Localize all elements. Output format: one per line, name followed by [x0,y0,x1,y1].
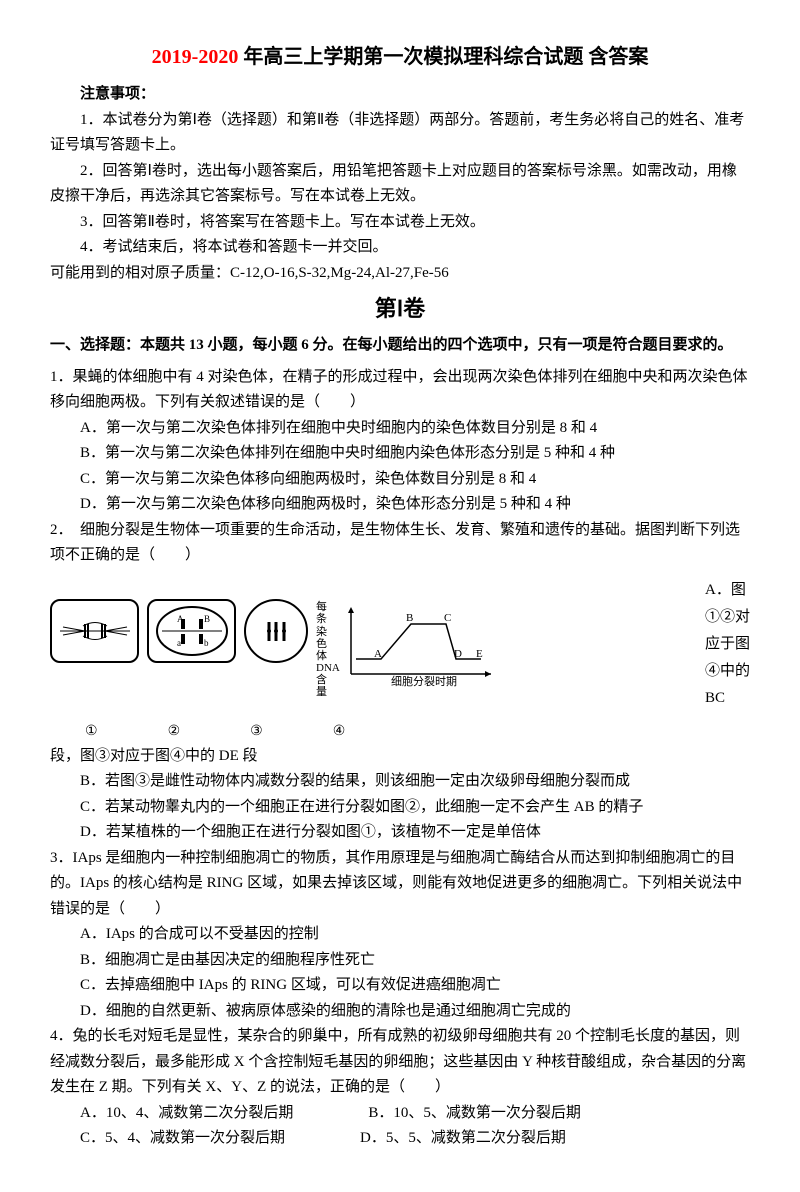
q1-opt-a: A．第一次与第二次染色体排列在细胞中央时细胞内的染色体数目分别是 8 和 4 [50,416,750,442]
q4-opt-b: B．10、5、减数第一次分裂后期 [338,1101,581,1127]
q4-stem: 4．兔的长毛对短毛是显性，某杂合的卵巢中，所有成熟的初级卵母细胞共有 20 个控… [50,1024,750,1101]
graph-point-c: C [444,612,451,624]
q2-opt-d: D．若某植株的一个细胞正在进行分裂如图①，该植物不一定是单倍体 [50,820,750,846]
atomic-mass: 可能用到的相对原子质量：C-12,O-16,S-32,Mg-24,Al-27,F… [50,261,750,287]
q3-opt-c: C．去掉癌细胞中 IAps 的 RING 区域，可以有效促进癌细胞凋亡 [50,973,750,999]
figure-labels: ① ② ③ ④ [85,720,750,744]
graph-point-a: A [374,648,382,660]
q3-opt-b: B．细胞凋亡是由基因决定的细胞程序性死亡 [50,948,750,974]
q4-opt-d: D．5、5、减数第二次分裂后期 [330,1126,566,1152]
fig-label-3: ③ [250,720,263,744]
graph-point-e: E [476,648,483,660]
graph-ylabel: 每 条 染 色 体 DNA 含 量 [316,601,340,698]
section1-head: 一、选择题：本题共 13 小题，每小题 6 分。在每小题给出的四个选项中，只有一… [50,333,750,359]
q1-opt-c: C．第一次与第二次染色体移向细胞两极时，染色体数目分别是 8 和 4 [50,467,750,493]
fig-label-1: ① [85,720,98,744]
q3-stem: 3．IAps 是细胞内一种控制细胞凋亡的物质，其作用原理是与细胞凋亡酶结合从而达… [50,846,750,923]
q1-opt-d: D．第一次与第二次染色体移向细胞两极时，染色体形态分别是 5 种和 4 种 [50,492,750,518]
q2-side-text: A．图①②对应于图④中的 BC [705,577,750,712]
svg-text:a: a [177,638,181,648]
figure-cells: A a B b A B [50,599,705,689]
svg-text:b: b [204,638,209,648]
notice-head: 注意事项： [50,82,750,108]
q3-opt-a: A．IAps 的合成可以不受基因的控制 [50,922,750,948]
fig-label-4: ④ [333,720,346,744]
graph-point-b: B [406,612,413,624]
q4-row2: C．5、4、减数第一次分裂后期 D．5、5、减数第二次分裂后期 [50,1126,750,1152]
q1-stem: 1．果蝇的体细胞中有 4 对染色体，在精子的形成过程中，会出现两次染色体排列在细… [50,365,750,416]
q4-opt-a: A．10、4、减数第二次分裂后期 [50,1101,293,1127]
svg-text:B: B [204,614,210,624]
notice-1: 1．本试卷分为第Ⅰ卷（选择题）和第Ⅱ卷（非选择题）两部分。答题前，考生务必将自己… [50,108,750,159]
q2-opt-b: B．若图③是雌性动物体内减数分裂的结果，则该细胞一定由次级卵母细胞分裂而成 [50,769,750,795]
dna-graph: A B C D E 每 条 染 色 体 DNA 含 量 细胞分裂时期 [316,599,501,689]
q2-stem: 2． 细胞分裂是生物体一项重要的生命活动，是生物体生长、发育、繁殖和遗传的基础。… [50,518,750,569]
graph-point-d: D [454,648,462,660]
q2-cont: 段，图③对应于图④中的 DE 段 [50,744,750,770]
notice-3: 3．回答第Ⅱ卷时，将答案写在答题卡上。写在本试卷上无效。 [50,210,750,236]
cell-diagram-2: A a B b [147,599,236,663]
title-black: 年高三上学期第一次模拟理科综合试题 含答案 [243,46,648,68]
cell-diagram-3 [244,599,308,663]
fig-label-2: ② [168,720,181,744]
q4-opt-c: C．5、4、减数第一次分裂后期 [50,1126,285,1152]
notice-4: 4．考试结束后，将本试卷和答题卡一并交回。 [50,235,750,261]
q1-opt-b: B．第一次与第二次染色体排列在细胞中央时细胞内染色体形态分别是 5 种和 4 种 [50,441,750,467]
q4-row1: A．10、4、减数第二次分裂后期 B．10、5、减数第一次分裂后期 [50,1101,750,1127]
part1-title: 第Ⅰ卷 [50,290,750,327]
notice-2: 2．回答第Ⅰ卷时，选出每小题答案后，用铅笔把答题卡上对应题目的答案标号涂黑。如需… [50,159,750,210]
q2-figure-row: A a B b A B [50,577,750,712]
title-red: 2019-2020 [152,46,239,68]
page-title: 2019-2020 年高三上学期第一次模拟理科综合试题 含答案 [50,40,750,74]
graph-xlabel: 细胞分裂时期 [391,673,457,692]
q2-opt-c: C．若某动物睾丸内的一个细胞正在进行分裂如图②，此细胞一定不会产生 AB 的精子 [50,795,750,821]
cell-diagram-1 [50,599,139,663]
q3-opt-d: D．细胞的自然更新、被病原体感染的细胞的清除也是通过细胞凋亡完成的 [50,999,750,1025]
